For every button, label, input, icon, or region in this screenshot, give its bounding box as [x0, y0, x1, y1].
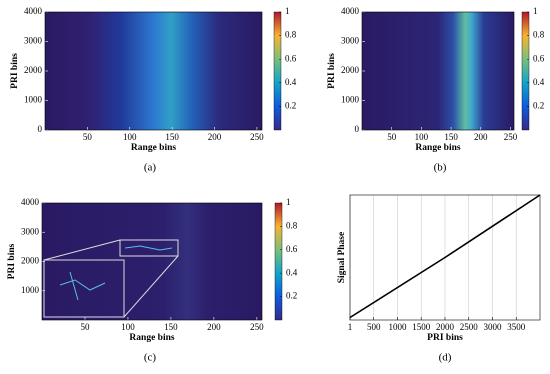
x-tick-label: 50: [387, 132, 397, 142]
x-tick-label: 3000: [483, 322, 502, 332]
colorbar-tick-label: 1: [286, 197, 291, 207]
x-axis-label: Range bins: [415, 143, 460, 153]
x-axis-label: Range bins: [129, 333, 174, 343]
x-tick-label: 3500: [507, 322, 526, 332]
caption: (d): [439, 352, 452, 364]
signal-line: [349, 194, 541, 319]
x-tick-label: 2000: [436, 322, 455, 332]
x-tick-label: 1: [348, 322, 353, 332]
caption: (b): [434, 162, 447, 174]
heatmap-image: [362, 12, 514, 130]
y-tick-label: 1000: [341, 95, 360, 105]
x-tick-label: 1500: [412, 322, 431, 332]
y-tick-label: 1000: [24, 95, 43, 105]
x-tick-label: 250: [504, 132, 518, 142]
colorbar-tick-label: 0.4: [533, 77, 545, 87]
x-tick-label: 50: [80, 322, 90, 332]
colorbar-tick-label: 0.2: [285, 100, 296, 110]
zoom-inset: [43, 239, 179, 318]
x-tick-label: 150: [444, 132, 458, 142]
colorbar-tick-label: 0.8: [285, 30, 297, 40]
colorbar-tick-label: 0.6: [286, 244, 298, 254]
axes-frame: [361, 11, 515, 131]
x-tick-label: 200: [474, 132, 488, 142]
y-tick-label: 4000: [341, 6, 360, 16]
colorbar-tick-label: 0.6: [533, 53, 545, 63]
caption: (a): [144, 162, 157, 174]
y-axis-label: PRI bins: [10, 53, 20, 89]
x-tick-label: 100: [121, 322, 135, 332]
x-tick-label: 200: [208, 132, 222, 142]
colorbar-tick-label: 0.2: [533, 100, 544, 110]
x-tick-label: 1000: [388, 322, 407, 332]
y-tick-label: 4000: [21, 197, 40, 207]
axes-frame: [349, 194, 541, 321]
x-tick-label: 250: [250, 132, 264, 142]
colorbar-tick-label: 0.8: [286, 220, 298, 230]
x-tick-label: 2500: [460, 322, 479, 332]
x-tick-label: 50: [83, 132, 93, 142]
y-tick-label: 1000: [21, 285, 40, 295]
x-tick-label: 100: [415, 132, 429, 142]
x-axis-label: Range bins: [131, 143, 176, 153]
y-tick-label: 3000: [21, 226, 40, 236]
y-axis-label: Signal Phase: [337, 232, 347, 283]
caption: (c): [144, 352, 157, 364]
colorbar-tick-label: 0.4: [286, 267, 298, 277]
x-tick-label: 150: [164, 322, 178, 332]
y-tick-label: 0: [38, 124, 43, 134]
x-axis-label: PRI bins: [427, 333, 463, 343]
colorbar-tick-label: 0.6: [285, 53, 297, 63]
y-tick-label: 3000: [341, 36, 360, 46]
y-axis-label: PRI bins: [327, 53, 337, 89]
y-axis-label: PRI bins: [7, 243, 17, 279]
axes-frame: [44, 11, 263, 131]
colorbar-tick-label: 0.2: [286, 291, 297, 301]
x-tick-label: 100: [123, 132, 137, 142]
x-tick-label: 200: [207, 322, 221, 332]
y-tick-label: 0: [355, 124, 360, 134]
y-tick-label: 2000: [24, 65, 43, 75]
heatmap-image: [42, 203, 262, 320]
y-tick-label: 2000: [341, 65, 360, 75]
colorbar: [274, 202, 283, 321]
x-tick-label: 500: [367, 322, 381, 332]
y-tick-label: 3000: [24, 36, 43, 46]
colorbar-tick-label: 1: [533, 6, 538, 16]
colorbar-tick-label: 0.8: [533, 30, 545, 40]
y-tick-label: 2000: [21, 256, 40, 266]
x-tick-label: 250: [250, 322, 264, 332]
x-tick-label: 150: [165, 132, 179, 142]
axes-frame: [41, 202, 263, 321]
y-tick-label: 4000: [24, 6, 43, 16]
colorbar: [521, 11, 530, 131]
colorbar-tick-label: 1: [285, 6, 290, 16]
colorbar: [273, 11, 282, 131]
colorbar-tick-label: 0.4: [285, 77, 297, 87]
heatmap-image: [45, 12, 262, 130]
